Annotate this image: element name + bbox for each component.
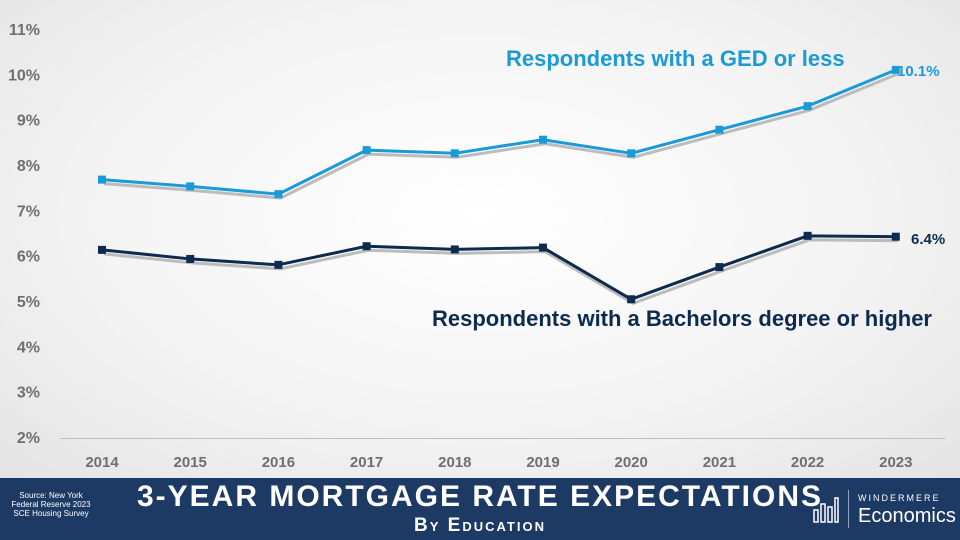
x-tick-label: 2019 bbox=[526, 454, 559, 471]
y-tick-label: 10% bbox=[8, 67, 40, 84]
data-point bbox=[98, 245, 106, 254]
slide-title: 3-YEAR MORTGAGE RATE EXPECTATIONS bbox=[136, 480, 824, 513]
x-tick-label: 2022 bbox=[791, 454, 824, 471]
logo-divider bbox=[848, 490, 849, 528]
end-value-bachelors: 6.4% bbox=[911, 231, 946, 248]
x-tick-label: 2021 bbox=[703, 454, 736, 471]
data-point bbox=[627, 295, 636, 304]
data-point bbox=[627, 149, 636, 158]
series-line bbox=[101, 234, 896, 301]
data-point bbox=[803, 231, 812, 240]
data-point bbox=[98, 175, 106, 184]
y-tick-label: 9% bbox=[17, 113, 40, 130]
chart-area: 2% 3% 4% 5% 6% 7% 8% 9% 10% 11% 2014 2015 2016 2017 20… bbox=[0, 0, 960, 478]
slide-subtitle: By Education bbox=[414, 515, 546, 536]
x-tick-label: 2016 bbox=[262, 454, 295, 471]
data-point bbox=[715, 263, 724, 272]
line-chart: 2% 3% 4% 5% 6% 7% 8% 9% 10% 11% 2014 2015 2016 2017 20… bbox=[8, 22, 945, 471]
data-point bbox=[891, 65, 900, 74]
data-point bbox=[715, 125, 724, 134]
source-note: Source: New York Federal Reserve 2023 SC… bbox=[11, 491, 91, 518]
y-tick-label: 8% bbox=[17, 158, 40, 175]
data-point bbox=[450, 245, 459, 254]
data-point bbox=[274, 190, 283, 199]
series-shadow bbox=[103, 72, 899, 200]
series-label-ged: Respondents with a GED or less bbox=[506, 46, 845, 71]
y-tick-label: 5% bbox=[17, 294, 40, 311]
y-tick-label: 2% bbox=[17, 430, 40, 447]
data-point bbox=[362, 242, 371, 251]
series-line bbox=[101, 68, 897, 196]
data-point bbox=[362, 146, 371, 155]
data-point bbox=[186, 254, 195, 263]
x-tick-label: 2014 bbox=[85, 454, 119, 471]
series-shadow bbox=[103, 238, 898, 305]
footer-bar bbox=[0, 478, 960, 540]
y-tick-label: 3% bbox=[17, 385, 40, 402]
bar-chart-icon bbox=[813, 497, 839, 523]
data-point bbox=[539, 135, 547, 144]
end-value-ged: 10.1% bbox=[897, 63, 940, 80]
x-tick-label: 2020 bbox=[615, 454, 648, 471]
y-tick-label: 6% bbox=[17, 249, 40, 266]
data-point bbox=[186, 182, 195, 191]
data-point bbox=[274, 260, 283, 269]
series-label-bachelors: Respondents with a Bachelors degree or h… bbox=[432, 306, 932, 331]
x-tick-label: 2017 bbox=[350, 454, 383, 471]
x-tick-label: 2015 bbox=[174, 454, 207, 471]
y-tick-label: 7% bbox=[17, 203, 40, 220]
data-point bbox=[891, 232, 900, 241]
brand-name: WINDERMERE bbox=[858, 493, 941, 503]
data-point bbox=[539, 243, 547, 252]
y-tick-label: 11% bbox=[9, 22, 40, 39]
brand-division: Economics bbox=[858, 505, 956, 527]
x-tick-label: 2023 bbox=[879, 454, 912, 471]
y-tick-label: 4% bbox=[17, 339, 40, 356]
data-point bbox=[450, 149, 459, 158]
x-tick-label: 2018 bbox=[438, 454, 471, 471]
data-point bbox=[803, 102, 812, 111]
